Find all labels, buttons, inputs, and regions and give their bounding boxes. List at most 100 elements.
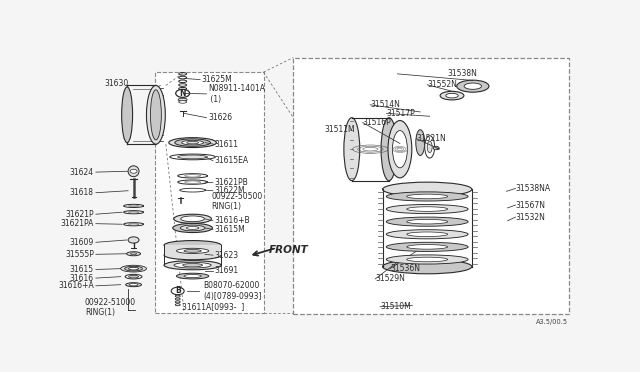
Ellipse shape xyxy=(174,262,211,268)
Text: 00922-51000
RING(1): 00922-51000 RING(1) xyxy=(85,298,136,317)
Ellipse shape xyxy=(407,219,447,224)
Ellipse shape xyxy=(387,255,468,264)
Ellipse shape xyxy=(184,250,201,252)
Ellipse shape xyxy=(175,139,211,146)
Text: 31517P: 31517P xyxy=(387,109,415,118)
Text: 31616: 31616 xyxy=(70,273,94,283)
Ellipse shape xyxy=(388,121,412,178)
Text: 31510M: 31510M xyxy=(380,302,411,311)
Text: 31529N: 31529N xyxy=(375,275,405,283)
Text: 31511M: 31511M xyxy=(324,125,355,134)
Ellipse shape xyxy=(164,241,221,250)
Ellipse shape xyxy=(387,217,468,226)
Ellipse shape xyxy=(407,244,447,249)
Text: B08070-62000
(4)[0789-0993]: B08070-62000 (4)[0789-0993] xyxy=(203,281,262,301)
Ellipse shape xyxy=(383,182,472,196)
Ellipse shape xyxy=(440,92,464,100)
Text: N08911-1401A
 (1): N08911-1401A (1) xyxy=(208,84,265,104)
Text: 31609: 31609 xyxy=(70,238,94,247)
Ellipse shape xyxy=(180,225,205,231)
Circle shape xyxy=(433,146,439,150)
Text: 31691: 31691 xyxy=(214,266,238,275)
Ellipse shape xyxy=(446,93,458,98)
Text: 31618: 31618 xyxy=(70,188,94,197)
Ellipse shape xyxy=(387,242,468,251)
Ellipse shape xyxy=(407,194,447,199)
Text: 31615M: 31615M xyxy=(214,225,244,234)
Ellipse shape xyxy=(147,86,165,144)
Circle shape xyxy=(172,287,184,295)
Text: 31538N: 31538N xyxy=(447,69,477,78)
Text: 31538NA: 31538NA xyxy=(515,184,550,193)
Ellipse shape xyxy=(129,267,138,270)
Ellipse shape xyxy=(407,257,447,262)
Text: 31611A[0993-  ]: 31611A[0993- ] xyxy=(182,302,244,311)
Text: 31536N: 31536N xyxy=(390,264,420,273)
Ellipse shape xyxy=(177,248,209,253)
Ellipse shape xyxy=(457,80,489,92)
Text: 31622M: 31622M xyxy=(214,186,244,195)
Bar xyxy=(293,58,568,314)
Circle shape xyxy=(176,89,189,97)
Ellipse shape xyxy=(428,141,432,153)
Ellipse shape xyxy=(177,273,209,279)
Bar xyxy=(164,245,221,255)
Ellipse shape xyxy=(186,227,199,230)
Ellipse shape xyxy=(121,265,147,272)
Ellipse shape xyxy=(178,98,187,101)
Ellipse shape xyxy=(129,275,138,278)
Ellipse shape xyxy=(131,253,136,254)
Text: 31621PB: 31621PB xyxy=(214,178,248,187)
Ellipse shape xyxy=(416,130,425,155)
Ellipse shape xyxy=(179,101,187,103)
Ellipse shape xyxy=(387,192,468,201)
Text: 31626: 31626 xyxy=(208,113,232,122)
Bar xyxy=(156,72,264,313)
Ellipse shape xyxy=(182,263,202,267)
Ellipse shape xyxy=(164,251,221,260)
Ellipse shape xyxy=(127,252,141,256)
Text: 31621P: 31621P xyxy=(65,210,94,219)
Circle shape xyxy=(130,169,137,173)
Ellipse shape xyxy=(170,154,216,160)
Ellipse shape xyxy=(344,118,360,181)
Ellipse shape xyxy=(125,283,141,287)
Ellipse shape xyxy=(184,275,201,278)
Text: B: B xyxy=(175,286,180,295)
Ellipse shape xyxy=(173,223,212,232)
Text: 31615EA: 31615EA xyxy=(214,156,248,165)
Ellipse shape xyxy=(407,207,447,211)
Ellipse shape xyxy=(387,230,468,239)
Ellipse shape xyxy=(381,118,397,181)
Text: 31624: 31624 xyxy=(70,168,94,177)
Ellipse shape xyxy=(187,141,198,144)
Ellipse shape xyxy=(169,138,216,148)
Ellipse shape xyxy=(129,283,138,286)
Text: 31532N: 31532N xyxy=(515,212,545,222)
Ellipse shape xyxy=(383,260,472,274)
Ellipse shape xyxy=(150,90,161,140)
Text: A3.5/00.5: A3.5/00.5 xyxy=(536,319,568,325)
Text: 31521N: 31521N xyxy=(416,134,446,143)
Ellipse shape xyxy=(392,131,408,168)
Text: 31514N: 31514N xyxy=(370,100,400,109)
Text: 31625M: 31625M xyxy=(202,75,232,84)
Ellipse shape xyxy=(125,266,143,271)
Ellipse shape xyxy=(180,216,205,222)
Text: 00922-50500
RING(1): 00922-50500 RING(1) xyxy=(211,192,262,211)
Text: 31630: 31630 xyxy=(104,79,129,88)
Ellipse shape xyxy=(425,136,435,158)
Text: 31615: 31615 xyxy=(70,265,94,274)
Text: 31616+B: 31616+B xyxy=(214,216,250,225)
Ellipse shape xyxy=(125,275,142,279)
Text: 31623: 31623 xyxy=(214,251,238,260)
Text: 31616+A: 31616+A xyxy=(58,281,94,290)
Text: 31567N: 31567N xyxy=(515,201,545,209)
Ellipse shape xyxy=(182,140,204,145)
Text: 31555P: 31555P xyxy=(65,250,94,259)
Ellipse shape xyxy=(387,205,468,214)
Ellipse shape xyxy=(407,232,447,237)
Ellipse shape xyxy=(128,166,139,177)
Text: FRONT: FRONT xyxy=(269,245,308,255)
Ellipse shape xyxy=(164,261,221,270)
